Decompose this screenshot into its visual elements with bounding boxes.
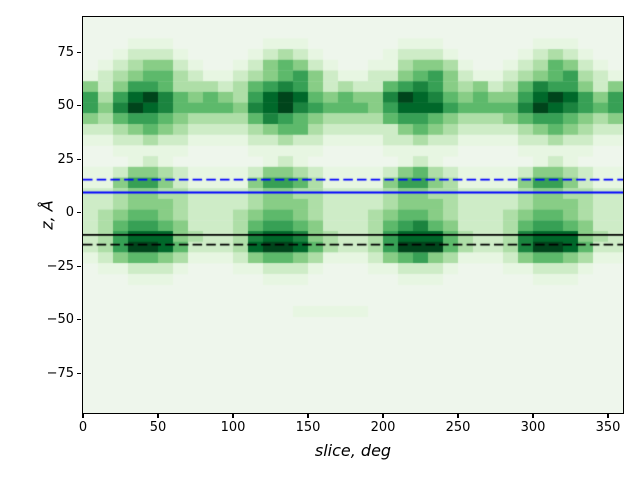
x-tick-label: 300 [520,420,546,435]
x-tick [607,414,609,418]
y-tick [77,158,81,160]
x-tick-label: 250 [445,420,471,435]
plot-area [82,16,624,414]
x-tick [532,414,534,418]
y-tick [77,319,81,321]
x-tick-label: 350 [595,420,621,435]
x-tick [457,414,459,418]
y-tick-label: 50 [57,98,74,114]
y-tick [77,105,81,107]
x-tick [307,414,309,418]
y-tick-label: −75 [46,365,74,381]
y-tick-label: 0 [65,205,74,221]
x-axis-label: slice, deg [314,441,392,460]
y-tick [77,265,81,267]
y-tick-label: −25 [46,258,74,274]
x-tick-label: 50 [149,420,167,435]
y-tick-label: 75 [57,44,74,60]
x-tick-label: 0 [78,420,88,435]
x-tick [157,414,159,418]
y-tick-label: −50 [46,312,74,328]
x-tick-label: 150 [295,420,321,435]
y-tick [77,51,81,53]
x-tick-label: 200 [370,420,396,435]
heatmap-canvas [83,17,623,413]
y-tick [77,372,81,374]
x-tick-label: 100 [220,420,246,435]
x-tick [82,414,84,418]
x-tick [382,414,384,418]
x-tick [232,414,234,418]
y-tick [77,212,81,214]
y-tick-label: 25 [57,151,74,167]
